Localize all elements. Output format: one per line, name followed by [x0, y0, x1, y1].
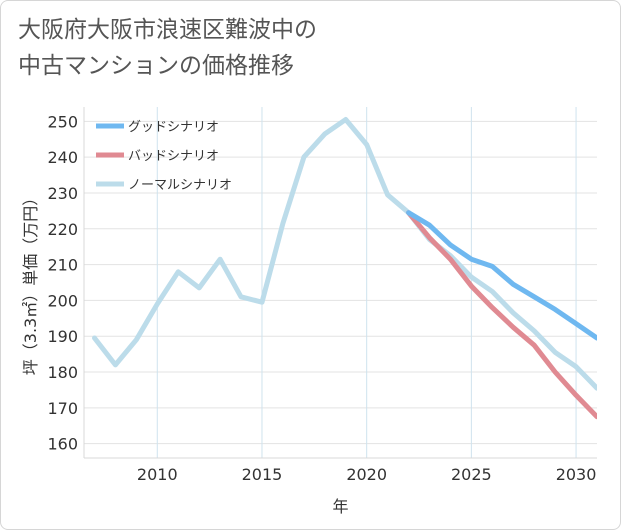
- y-tick-label: 200: [47, 291, 78, 310]
- x-axis-ticks: 2010 2015 2020 2025 2030: [137, 465, 596, 484]
- series-line-2: [92, 117, 597, 391]
- y-tick-label: 170: [47, 399, 78, 418]
- legend-label: ノーマルシナリオ: [128, 178, 232, 193]
- y-tick-label: 160: [47, 435, 78, 454]
- series-line-0: [406, 210, 597, 341]
- series-line-1: [406, 210, 597, 420]
- y-tick-label: 230: [47, 184, 78, 203]
- y-tick-label: 190: [47, 327, 78, 346]
- legend-label: バッドシナリオ: [128, 149, 219, 164]
- x-tick-label: 2010: [137, 465, 178, 484]
- x-tick-label: 2030: [556, 465, 597, 484]
- y-tick-label: 180: [47, 363, 78, 382]
- y-tick-label: 250: [47, 112, 78, 131]
- chart-title: 大阪府大阪市浪速区難波中の 中古マンションの価格推移: [18, 12, 317, 84]
- series-lines: [92, 117, 597, 420]
- x-tick-label: 2020: [346, 465, 387, 484]
- grid-lines: [83, 107, 597, 459]
- y-axis-ticks: 160 170 180 190 200 210 220 230 240 250: [47, 112, 78, 453]
- x-tick-label: 2025: [451, 465, 492, 484]
- y-tick-label: 240: [47, 148, 78, 167]
- y-axis-label: 坪（3.3㎡）単価（万円）: [21, 190, 40, 375]
- x-axis-label: 年: [332, 497, 348, 516]
- chart-title-line-2: 中古マンションの価格推移: [18, 53, 294, 79]
- y-tick-label: 220: [47, 220, 78, 239]
- legend-label: グッドシナリオ: [128, 120, 219, 135]
- y-tick-label: 210: [47, 256, 78, 275]
- chart-title-line-1: 大阪府大阪市浪速区難波中の: [18, 17, 317, 43]
- x-tick-label: 2015: [242, 465, 283, 484]
